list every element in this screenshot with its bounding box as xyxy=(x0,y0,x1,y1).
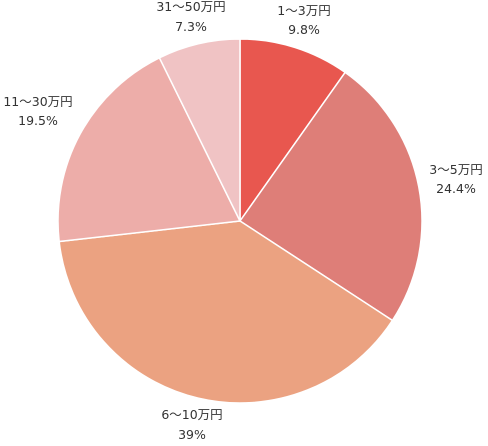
slice-value-label-1: 9.8% xyxy=(288,22,320,37)
slice-category-label-4: 11～30万円 xyxy=(3,94,72,109)
pie-labels: 1～3万円 9.8% 3～5万円 24.4% 6～10万円 39% 11～30万円 19.5%… xyxy=(3,0,482,442)
pie-slice-5 xyxy=(158,38,241,222)
pie-slices xyxy=(57,38,423,404)
pie-slice-1 xyxy=(239,38,347,224)
pie-slice-3 xyxy=(58,220,394,404)
slice-category-label-2: 3～5万円 xyxy=(429,162,482,177)
slice-value-label-5: 7.3% xyxy=(175,19,207,34)
pie-slice-4 xyxy=(57,56,242,243)
slice-value-label-4: 19.5% xyxy=(18,113,58,128)
pie-slice-2 xyxy=(238,71,423,322)
slice-category-label-5: 31～50万円 xyxy=(156,0,225,14)
slice-category-label-1: 1～3万円 xyxy=(277,3,330,18)
slice-value-label-2: 24.4% xyxy=(436,181,476,196)
slice-category-label-3: 6～10万円 xyxy=(161,407,222,422)
slice-value-label-3: 39% xyxy=(178,427,206,442)
